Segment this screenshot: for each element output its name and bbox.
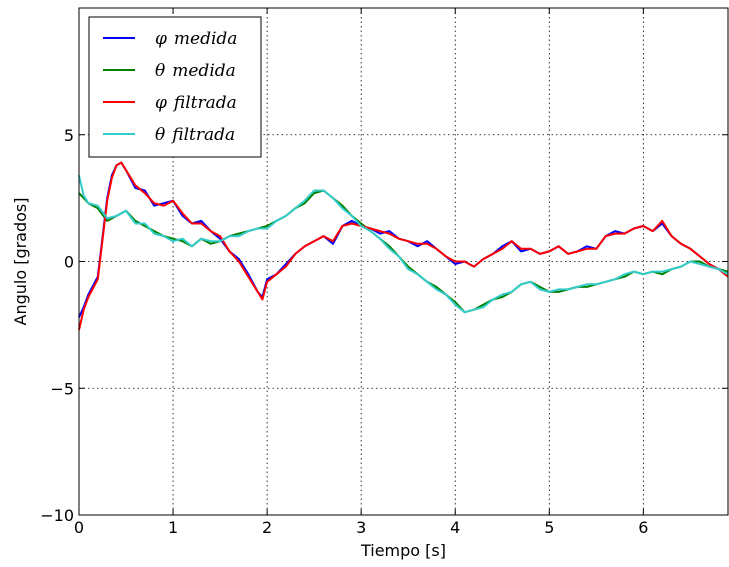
legend-label: θ medida (155, 61, 236, 81)
series-line (78, 175, 729, 314)
y-tick-label: 5 (64, 126, 74, 145)
y-tick-label: −10 (40, 506, 74, 525)
x-tick-label: 6 (638, 518, 648, 537)
axis-ticks: 0 1 2 3 4 5 6 −10 −5 0 5 (40, 8, 728, 537)
legend-label: φ filtrada (155, 93, 237, 113)
x-tick-label: 4 (450, 518, 460, 537)
x-tick-label: 0 (74, 518, 84, 537)
legend-label: φ medida (155, 29, 237, 49)
y-tick-label: −5 (50, 379, 74, 398)
series-lines (78, 161, 729, 331)
legend-label: θ filtrada (155, 125, 235, 145)
y-axis-label: Angulo [grados] (11, 197, 30, 325)
x-tick-label: 3 (356, 518, 366, 537)
x-axis-label: Tiempo [s] (360, 541, 446, 560)
legend: φ medida θ medida φ filtrada θ filtrada (88, 16, 262, 158)
x-tick-label: 1 (168, 518, 178, 537)
x-tick-label: 5 (544, 518, 554, 537)
x-tick-label: 2 (262, 518, 272, 537)
y-tick-label: 0 (64, 253, 74, 272)
series-line (78, 161, 729, 331)
